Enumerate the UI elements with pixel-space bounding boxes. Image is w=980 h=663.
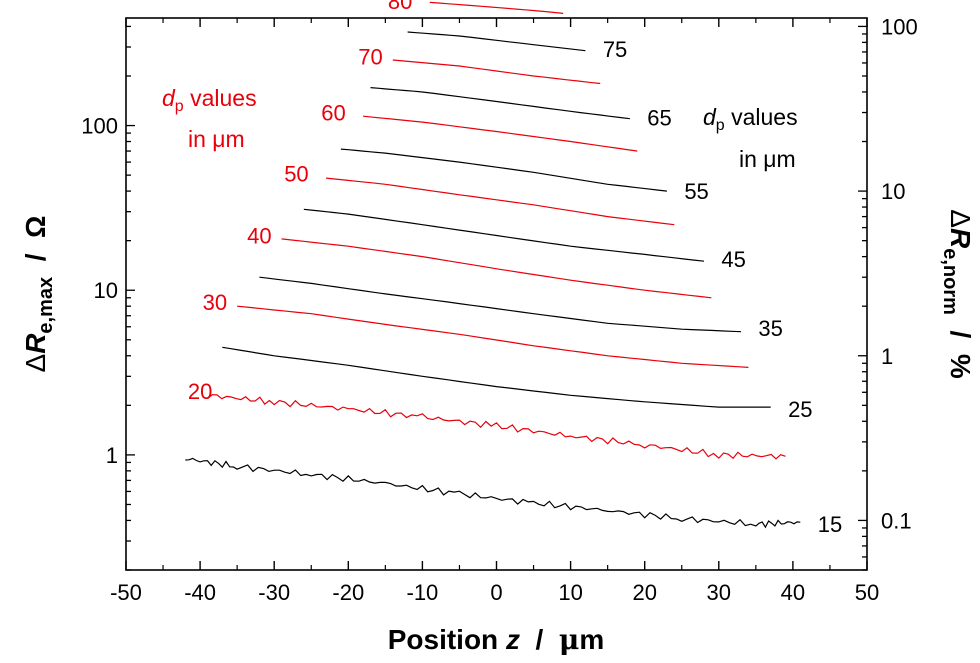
annotation-left-var: d [162,85,176,111]
contour-line-15 [185,457,801,529]
contour-label-65: 65 [647,105,671,130]
contour-label-15: 15 [818,512,842,537]
contour-line-45 [303,208,705,262]
annotation-right-line1: dp values [703,104,798,134]
x-axis-title-sep: / [520,624,559,655]
y-axis-right-title-sep: / [945,315,976,354]
contour-line-25 [222,346,771,408]
contour-label-40: 40 [247,223,271,248]
y-axis-left-title-var: R [20,333,51,354]
contour-line-30 [237,305,749,368]
axis-ticks: -50 -40 -30 -20 -10 0 10 20 30 40 50 1 10 100 0.1 1 10 10… [81,14,917,605]
contour-labels: 1520253035404550556065707580859095 [188,0,842,537]
contour-label-60: 60 [321,101,345,126]
x-tick-label: -10 [407,580,439,605]
contour-line-40 [281,238,712,299]
annotation-right-sub: p [716,117,725,134]
annotation-left-line1: dp values [162,85,257,115]
x-tick-label: -50 [110,580,142,605]
y-right-tick-label: 10 [881,179,905,204]
x-axis-title-var: z [505,624,520,655]
x-tick-label: 40 [781,580,805,605]
annotation-left: dp values in μm [162,85,257,152]
x-tick-label: -30 [258,580,290,605]
x-tick-label: 50 [855,580,879,605]
y-axis-right-title: ΔRe,norm / % [939,209,976,379]
annotation-right: dp values in μm [703,104,798,172]
contour-line-55 [340,148,667,192]
annotation-left-sub: p [175,98,184,115]
y-left-tick-label: 10 [94,278,118,303]
x-tick-label: -20 [332,580,364,605]
x-tick-label: 20 [632,580,656,605]
contour-label-30: 30 [203,290,227,315]
contour-line-50 [326,177,675,226]
contour-line-20 [207,394,786,460]
annotation-right-line2: in μm [739,146,796,172]
x-tick-label: 30 [707,580,731,605]
contour-label-55: 55 [684,179,708,204]
y-axis-right-title-sub: e,norm [939,248,961,315]
y-axis-left-title: ΔRe,max / Ω [20,215,57,372]
y-axis-left-title-delta: Δ [20,354,51,373]
y-right-tick-label: 100 [881,14,918,39]
y-axis-left-title-unit: Ω [20,215,51,237]
contour-label-35: 35 [758,316,782,341]
x-axis-title-mu: μ [559,623,580,656]
contour-line-65 [370,87,630,120]
contour-lines [185,1,801,529]
contour-line-35 [259,276,742,333]
x-tick-label: 10 [558,580,582,605]
contour-label-20: 20 [188,379,212,404]
contour-label-80: 80 [388,0,412,14]
x-axis-title: Position z / μm [388,623,605,656]
annotation-right-rest: values [725,104,798,130]
y-axis-left-title-sub: e,max [35,277,57,334]
contour-label-75: 75 [603,37,627,62]
contour-line-75 [407,31,586,52]
contour-label-50: 50 [284,162,308,187]
y-left-tick-label: 1 [106,443,118,468]
y-axis-right-title-unit: % [945,354,976,379]
contour-line-70 [392,59,601,85]
annotation-left-line2: in μm [188,126,245,152]
x-axis-title-prefix: Position [388,624,506,655]
x-tick-label: -40 [184,580,216,605]
y-left-tick-label: 100 [81,114,118,139]
y-axis-right-title-delta: Δ [945,209,976,228]
contour-line-80 [429,1,564,14]
contour-label-25: 25 [788,397,812,422]
contour-label-45: 45 [721,247,745,272]
x-tick-label: 0 [490,580,502,605]
contour-label-70: 70 [358,45,382,70]
contour-line-60 [363,115,638,152]
annotation-left-rest: values [184,85,257,111]
y-axis-left-title-sep: / [20,238,51,277]
y-right-tick-label: 0.1 [881,508,912,533]
y-axis-right-title-var: R [945,228,976,249]
x-axis-title-unit: m [579,624,604,655]
y-right-tick-label: 1 [881,344,893,369]
annotation-right-var: d [703,104,717,130]
